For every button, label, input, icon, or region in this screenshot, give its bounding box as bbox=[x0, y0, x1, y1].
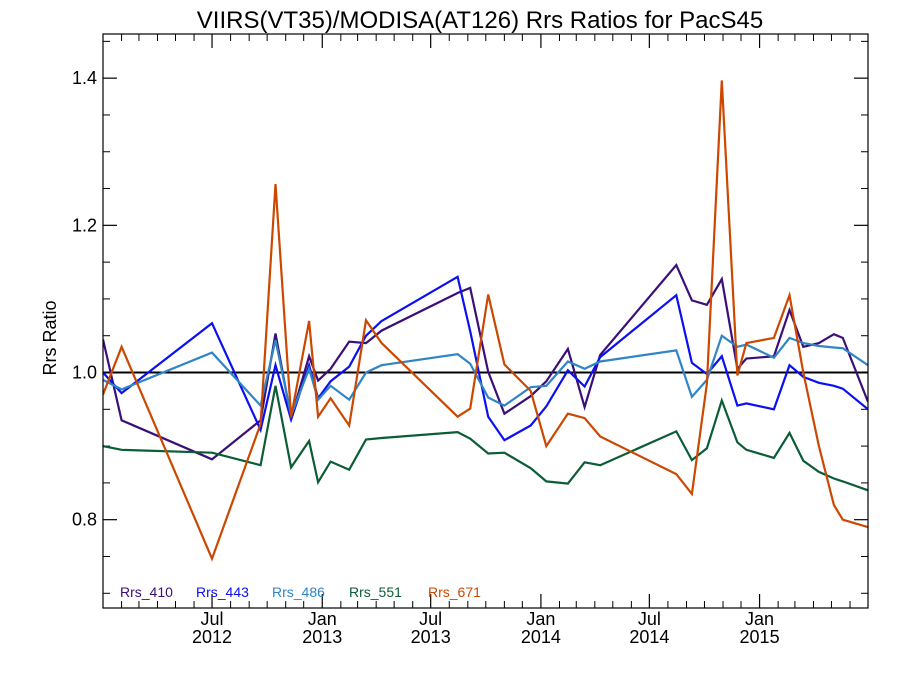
x-tick-year-label: 2012 bbox=[192, 627, 232, 647]
plot-frame bbox=[102, 33, 869, 609]
y-tick-label: 1.2 bbox=[72, 215, 97, 235]
x-tick-month-label: Jul bbox=[419, 609, 442, 629]
x-tick-year-label: 2013 bbox=[302, 627, 342, 647]
x-tick-year-label: 2014 bbox=[629, 627, 669, 647]
x-tick-month-label: Jul bbox=[638, 609, 661, 629]
series-line-rrs-551 bbox=[103, 385, 868, 492]
x-tick-month-label: Jan bbox=[308, 609, 337, 629]
legend: Rrs_410 Rrs_443 Rrs_486 Rrs_551 Rrs_671 bbox=[120, 584, 481, 600]
legend-entry-rrs-410: Rrs_410 bbox=[120, 584, 173, 600]
series-line-rrs-410 bbox=[103, 263, 868, 461]
x-tick-month-label: Jul bbox=[201, 609, 224, 629]
x-tick-month-label: Jan bbox=[745, 609, 774, 629]
chart-title: VIIRS(VT35)/MODISA(AT126) Rrs Ratios for… bbox=[197, 7, 763, 34]
legend-entry-rrs-486: Rrs_486 bbox=[272, 584, 325, 600]
series-line-rrs-486 bbox=[103, 333, 868, 420]
y-tick-label: 1.0 bbox=[72, 363, 97, 383]
x-tick-month-label: Jan bbox=[526, 609, 555, 629]
x-tick-labels: Jul2012Jan2013Jul2013Jan2014Jul2014Jan20… bbox=[192, 609, 780, 647]
y-tick-labels: 0.8 1.0 1.2 1.4 bbox=[72, 68, 97, 530]
x-tick-year-label: 2014 bbox=[521, 627, 561, 647]
plot-area bbox=[102, 33, 869, 609]
legend-entry-rrs-443: Rrs_443 bbox=[196, 584, 249, 600]
series-group bbox=[103, 80, 868, 562]
x-tick-year-label: 2013 bbox=[411, 627, 451, 647]
x-tick-year-label: 2015 bbox=[740, 627, 780, 647]
axis-ticks bbox=[103, 34, 868, 608]
legend-entry-rrs-551: Rrs_551 bbox=[349, 584, 402, 600]
series-line-rrs-671 bbox=[103, 80, 868, 562]
legend-entry-rrs-671: Rrs_671 bbox=[428, 584, 481, 600]
y-tick-label: 0.8 bbox=[72, 510, 97, 530]
y-tick-label: 1.4 bbox=[72, 68, 97, 88]
y-axis-label: Rrs Ratio bbox=[40, 300, 60, 375]
